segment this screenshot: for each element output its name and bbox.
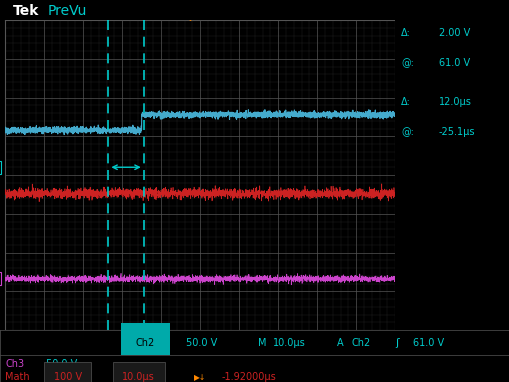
Text: -25.1μs: -25.1μs (438, 127, 474, 137)
Text: @:: @: (400, 127, 413, 137)
Text: 10.0μs: 10.0μs (122, 372, 155, 382)
Text: 50.0 V: 50.0 V (46, 359, 77, 369)
Text: M: M (257, 338, 266, 348)
Text: 50.0 V: 50.0 V (186, 338, 217, 348)
Text: 61.0 V: 61.0 V (412, 338, 443, 348)
Text: A: A (336, 338, 343, 348)
Text: @:: @: (400, 58, 413, 68)
Text: 10.0μs: 10.0μs (272, 338, 305, 348)
Text: Ch3: Ch3 (5, 359, 24, 369)
Text: PreVu: PreVu (48, 4, 87, 18)
Text: ʃ: ʃ (394, 338, 398, 348)
Text: Ch2: Ch2 (135, 338, 155, 348)
Text: 100 V: 100 V (53, 372, 81, 382)
Text: 61.0 V: 61.0 V (438, 58, 469, 68)
Text: Math: Math (5, 372, 30, 382)
Text: T: T (187, 0, 193, 2)
Text: Δ:: Δ: (400, 97, 410, 107)
Text: 12.0μs: 12.0μs (438, 97, 471, 107)
Text: Δ:: Δ: (400, 28, 410, 38)
Text: -1.92000μs: -1.92000μs (221, 372, 276, 382)
Text: Ch2: Ch2 (351, 338, 371, 348)
Text: 2.00 V: 2.00 V (438, 28, 469, 38)
Text: Tek: Tek (13, 4, 39, 18)
Text: ▶↓: ▶↓ (193, 372, 206, 382)
